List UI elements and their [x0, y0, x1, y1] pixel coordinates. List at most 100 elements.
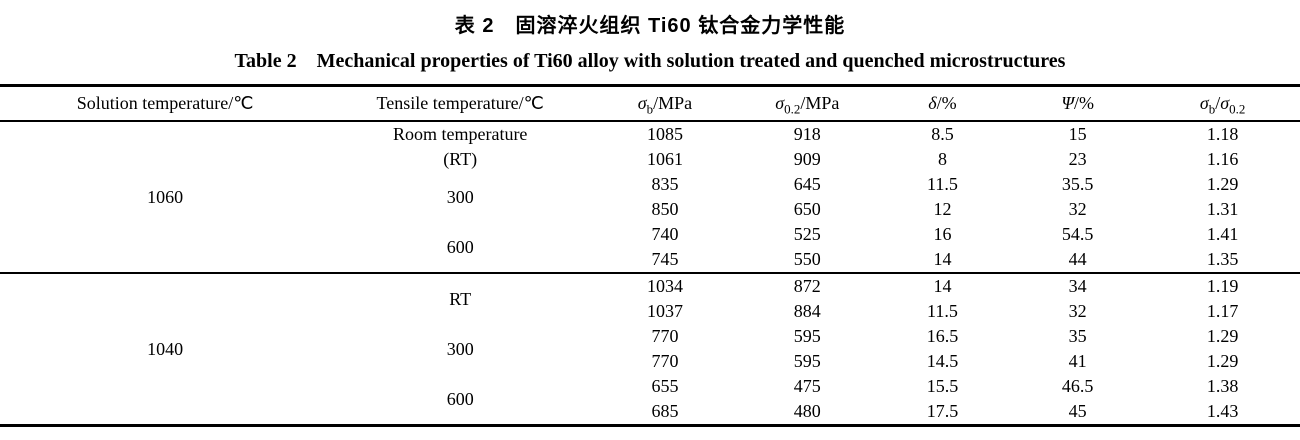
- unit-percent: /%: [1073, 93, 1094, 113]
- sigma-02-value: 480: [793, 401, 821, 421]
- psi-value: 41: [1068, 351, 1087, 371]
- table-title-text: Mechanical properties of Ti60 alloy with…: [316, 50, 1066, 72]
- ratio-value: 1.43: [1206, 401, 1239, 421]
- psi-value: 46.5: [1061, 376, 1094, 396]
- sigma-b-value: 740: [651, 224, 679, 244]
- subscript-02: 0.2: [1229, 101, 1246, 117]
- psi-value: 32: [1068, 301, 1087, 321]
- table-title-english: Table 2 Mechanical properties of Ti60 all…: [0, 50, 1300, 73]
- sigma-b-value: 685: [651, 401, 679, 421]
- tensile-temp-line: (RT): [443, 149, 478, 169]
- ratio-value: 1.38: [1206, 376, 1239, 396]
- col-header-sigma-b: σb/MPa: [590, 85, 740, 122]
- delta-value: 14: [933, 249, 952, 269]
- sigma-02-value: 650: [793, 199, 821, 219]
- col-header-delta: δ/%: [874, 85, 1011, 122]
- sigma-b-value: 850: [651, 199, 679, 219]
- sigma-02-value: 909: [793, 149, 821, 169]
- tensile-temp-cell: 300: [330, 324, 590, 374]
- table-row: 1037 884 11.5 32 1.17: [0, 299, 1300, 324]
- table-row: 300 770 595 16.5 35 1.29: [0, 324, 1300, 359]
- unit-mpa: /MPa: [800, 93, 840, 113]
- ratio-value: 1.29: [1206, 174, 1239, 194]
- table-title-chinese: 表 2 固溶淬火组织 Ti60 钛合金力学性能: [454, 15, 846, 37]
- sigma-b-value: 1061: [646, 149, 683, 169]
- col-header-psi: Ψ/%: [1010, 85, 1146, 122]
- sigma-02-value: 595: [793, 326, 821, 346]
- psi-value: 45: [1068, 401, 1087, 421]
- ratio-value: 1.19: [1145, 272, 1300, 299]
- table-row: 745 550 14 44 1.35: [0, 247, 1300, 273]
- solution-temp-cell: 1060: [147, 186, 184, 207]
- sigma-02-value: 475: [793, 376, 821, 396]
- tensile-temp-line: 300: [446, 186, 474, 207]
- delta-value: 14.5: [926, 351, 959, 371]
- delta-value: 17.5: [926, 401, 959, 421]
- header-row: Solution temperature/℃ Tensile temperatu…: [0, 85, 1300, 122]
- table-row: 1060 Room temperature (RT) 1085 918 8.5 …: [0, 121, 1300, 207]
- sigma-b-value: 1037: [646, 301, 683, 321]
- ratio-value: 1.29: [1206, 351, 1239, 371]
- sigma-02-value: 525: [793, 224, 821, 244]
- delta-value: 14: [874, 272, 1011, 299]
- ratio-value: 1.18: [1206, 124, 1239, 144]
- sigma-b-value: 1034: [590, 272, 740, 299]
- tensile-temp-line: Room temperature: [392, 124, 528, 144]
- delta-value: 16: [933, 224, 952, 244]
- ratio-value: 1.17: [1206, 301, 1239, 321]
- delta-value: 11.5: [927, 174, 958, 194]
- sigma-b-value: 770: [651, 326, 679, 346]
- tensile-temp-cell: RT: [330, 272, 591, 324]
- sigma-b-value: 1085: [646, 124, 683, 144]
- tensile-temp-cell: Room temperature (RT): [330, 121, 590, 172]
- sigma-02-value: 645: [793, 174, 821, 194]
- slash: /: [1215, 93, 1221, 113]
- ratio-value: 1.29: [1206, 326, 1239, 346]
- mechanical-properties-table: Solution temperature/℃ Tensile temperatu…: [0, 84, 1300, 427]
- tensile-temp-line: 600: [446, 388, 474, 409]
- psi-value: 23: [1068, 149, 1087, 169]
- psi-symbol: Ψ: [1061, 93, 1074, 113]
- psi-value: 35: [1068, 326, 1087, 346]
- col-header-ratio: σb/σ0.2: [1145, 85, 1300, 122]
- tensile-temp-cell: 600: [330, 222, 590, 273]
- delta-value: 8.5: [931, 124, 954, 144]
- sigma-02-value: 884: [793, 301, 821, 321]
- ratio-value: 1.41: [1206, 224, 1239, 244]
- delta-value: 11.5: [927, 301, 958, 321]
- psi-value: 34: [1010, 272, 1146, 299]
- col-header-tensile-temperature: Tensile temperature/℃: [330, 85, 591, 122]
- sigma-b-value: 745: [651, 249, 679, 269]
- delta-symbol: δ: [928, 93, 937, 113]
- tensile-temp-cell: 600: [330, 374, 590, 426]
- delta-value: 8: [937, 149, 947, 169]
- table-row: 770 595 14.5 41 1.29: [0, 349, 1300, 374]
- tensile-temp-line: 600: [446, 236, 474, 257]
- psi-value: 44: [1068, 249, 1087, 269]
- sigma-symbol: σ: [637, 93, 647, 113]
- sigma-b-value: 770: [651, 351, 679, 371]
- psi-value: 32: [1068, 199, 1087, 219]
- psi-value: 15: [1068, 124, 1087, 144]
- sigma-symbol: σ: [1220, 93, 1230, 113]
- table-row: 600 740 525 16 54.5 1.41: [0, 222, 1300, 257]
- delta-value: 12: [933, 199, 952, 219]
- ratio-value: 1.35: [1206, 249, 1239, 269]
- table-row: 850 650 12 32 1.31: [0, 197, 1300, 222]
- subscript-02: 0.2: [784, 101, 801, 117]
- sigma-02-value: 550: [793, 249, 821, 269]
- sigma-02-value: 595: [793, 351, 821, 371]
- subscript-b: b: [1208, 101, 1216, 117]
- psi-value: 35.5: [1061, 174, 1094, 194]
- tensile-temp-line: RT: [449, 288, 472, 309]
- sigma-symbol: σ: [775, 93, 785, 113]
- sigma-b-value: 655: [651, 376, 679, 396]
- solution-temp-cell: 1040: [0, 272, 331, 426]
- tensile-temp-line: 300: [446, 338, 474, 359]
- sigma-b-value: 835: [651, 174, 679, 194]
- delta-value: 16.5: [926, 326, 959, 346]
- sigma-02-value: 872: [739, 272, 875, 299]
- table-row: 1061 909 8 23 1.16: [0, 147, 1300, 172]
- subscript-b: b: [646, 101, 654, 117]
